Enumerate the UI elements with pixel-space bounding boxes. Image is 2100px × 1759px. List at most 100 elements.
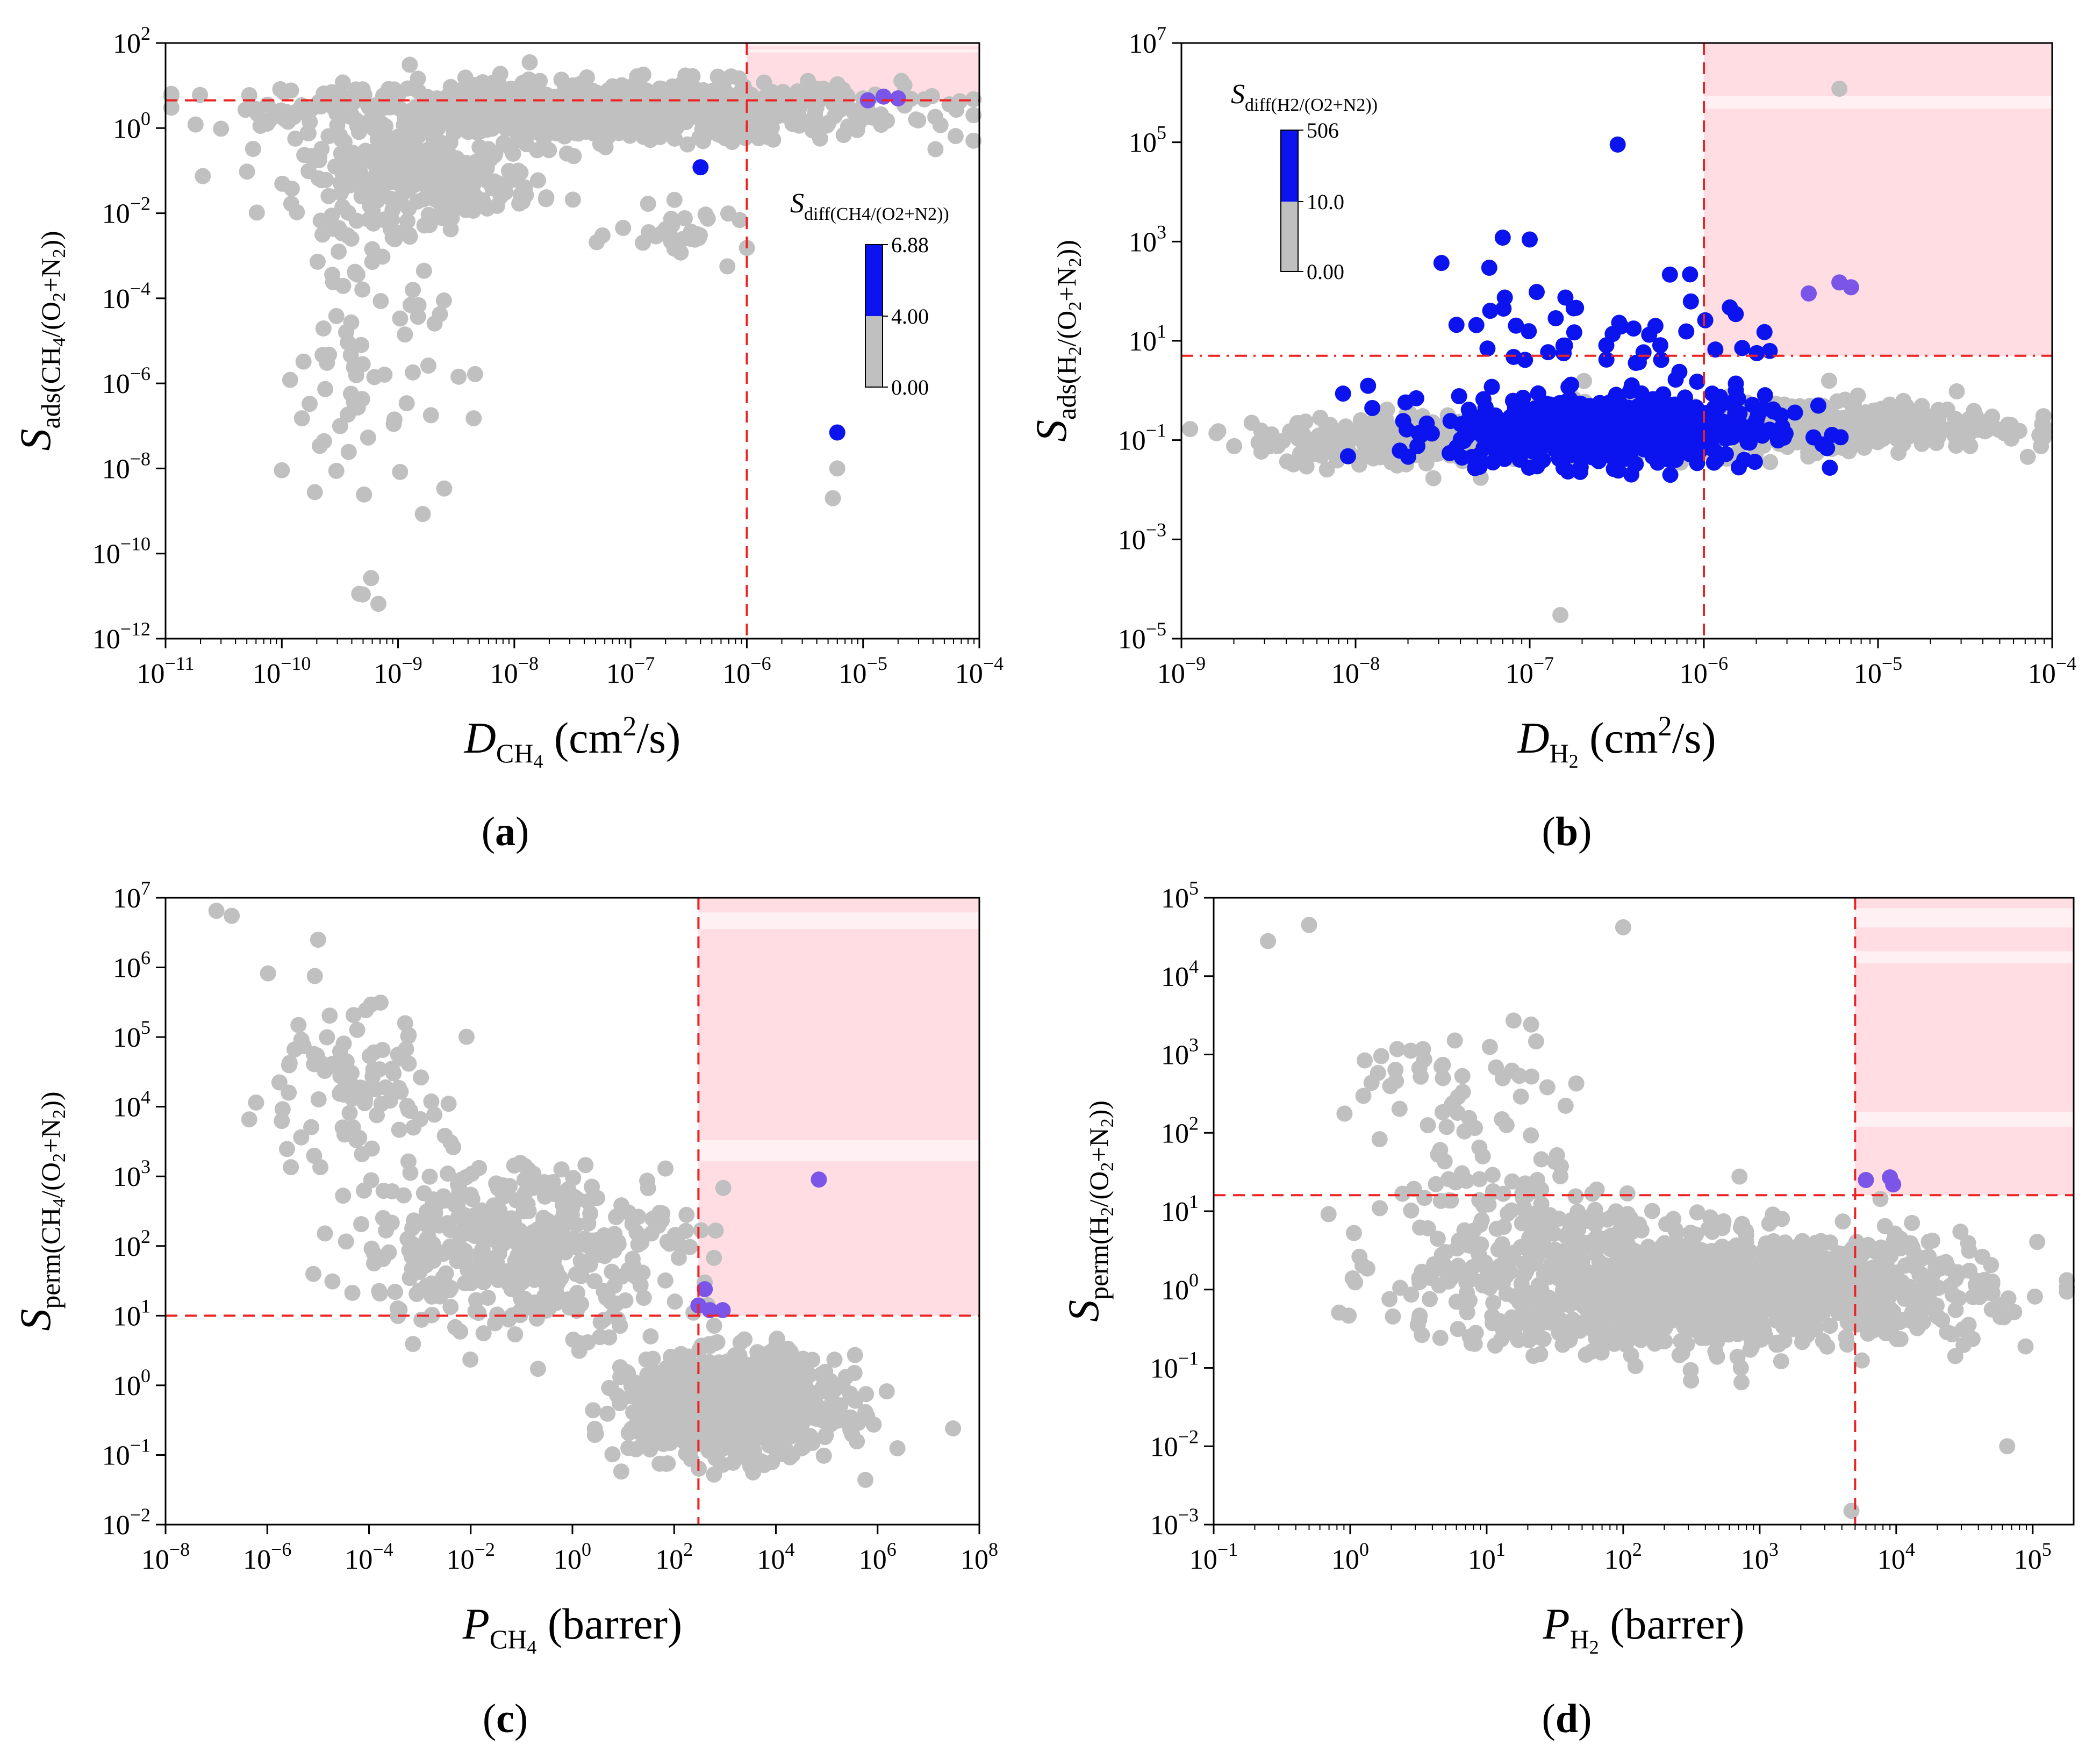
scatter-point <box>345 1119 361 1135</box>
scatter-point <box>335 1188 352 1204</box>
scatter-point <box>511 1222 528 1239</box>
scatter-point <box>965 91 982 108</box>
scatter-point <box>400 1027 417 1043</box>
scatter-point <box>363 1140 380 1157</box>
scatter-point <box>619 1364 635 1381</box>
scatter-point <box>2019 448 2036 465</box>
scatter-point <box>319 1029 335 1046</box>
scatter-point <box>356 486 372 503</box>
scatter-point <box>305 1265 322 1282</box>
scatter-point <box>770 1421 787 1438</box>
scatter-point <box>804 1352 821 1368</box>
highlight-point <box>1801 285 1817 302</box>
scatter-point <box>599 1405 616 1422</box>
scatter-point <box>569 111 585 127</box>
scatter-point <box>705 1406 721 1422</box>
scatter-point <box>673 76 690 92</box>
scatter-point <box>630 1209 647 1225</box>
scatter-point <box>463 1165 480 1182</box>
scatter-point <box>320 188 337 204</box>
scatter-point <box>421 1168 438 1185</box>
scatter-point <box>399 213 415 230</box>
selection-region-rect <box>1855 898 2074 1196</box>
scatter-point <box>589 234 605 251</box>
scatter-point <box>568 1266 584 1283</box>
scatter-point <box>274 1113 290 1129</box>
scatter-point <box>1829 393 1846 410</box>
scatter-point <box>1464 449 1480 466</box>
scatter-point <box>334 74 351 91</box>
scatter-point <box>450 368 467 385</box>
scatter-point <box>517 1158 533 1175</box>
scatter-point <box>706 1317 722 1334</box>
scatter-point <box>1566 324 1582 341</box>
scatter-point <box>774 1355 791 1371</box>
scatter-point <box>667 1356 684 1373</box>
scatter-point <box>412 1214 429 1231</box>
scatter-point <box>1990 421 2006 438</box>
scatter-point <box>416 217 433 234</box>
scatter-point <box>1712 425 1729 441</box>
scatter-point <box>342 347 359 363</box>
scatter-point <box>1850 387 1866 404</box>
scatter-point <box>332 418 348 434</box>
scatter-point <box>402 178 418 195</box>
scatter-point <box>408 1286 425 1303</box>
scatter-point <box>604 1446 621 1463</box>
scatter-point <box>825 96 841 112</box>
scatter-point <box>657 1160 674 1177</box>
scatter-point <box>1757 387 1773 404</box>
scatter-point <box>381 1244 397 1261</box>
scatter-point <box>659 1233 676 1250</box>
scatter-point <box>410 70 426 87</box>
scatter-point <box>1948 383 1965 399</box>
scatter-point <box>1697 312 1714 328</box>
scatter-point <box>608 1208 625 1225</box>
scatter-point <box>666 1293 683 1310</box>
scatter-point <box>595 1312 612 1328</box>
scatter-point <box>801 1367 818 1383</box>
scatter-point <box>1560 424 1577 441</box>
scatter-point <box>306 484 323 500</box>
scatter-point <box>670 98 686 115</box>
y-tick-label: 102 <box>113 23 150 59</box>
scatter-point <box>644 1410 661 1426</box>
scatter-point <box>389 1300 406 1317</box>
scatter-point <box>1929 413 1946 430</box>
scatter-point <box>314 347 331 363</box>
scatter-point <box>331 220 347 237</box>
scatter-point <box>590 111 607 128</box>
scatter-point <box>334 1085 351 1102</box>
scatter-point <box>1688 414 1705 431</box>
scatter-point <box>529 1361 546 1377</box>
scatter-point <box>705 1360 721 1377</box>
scatter-point <box>293 410 310 427</box>
scatter-point <box>320 128 337 145</box>
scatter-point <box>751 120 768 137</box>
scatter-point <box>606 1242 622 1259</box>
selection-region-rect <box>698 898 979 1316</box>
scatter-point <box>1653 352 1669 368</box>
scatter-point <box>654 1205 671 1222</box>
scatter-point <box>878 1383 895 1400</box>
selection-region-band <box>1855 1112 2074 1127</box>
scatter-point <box>1297 448 1314 464</box>
scatter-point <box>1924 1232 1941 1249</box>
scatter-point <box>402 228 418 245</box>
scatter-point <box>879 112 895 129</box>
scatter-point <box>510 1304 527 1321</box>
scatter-point <box>714 1379 730 1396</box>
scatter-point <box>676 210 693 226</box>
highlight-point <box>829 460 845 477</box>
scatter-point <box>1618 451 1635 467</box>
scatter-point <box>537 191 554 208</box>
scatter-point <box>340 444 357 460</box>
scatter-point <box>293 1032 310 1048</box>
scatter-point <box>300 163 317 180</box>
scatter-point <box>1652 337 1668 354</box>
scatter-point <box>1491 440 1508 457</box>
scatter-point <box>684 68 701 84</box>
scatter-point <box>397 326 413 343</box>
scatter-point <box>765 131 782 148</box>
scatter-point <box>349 1021 365 1038</box>
